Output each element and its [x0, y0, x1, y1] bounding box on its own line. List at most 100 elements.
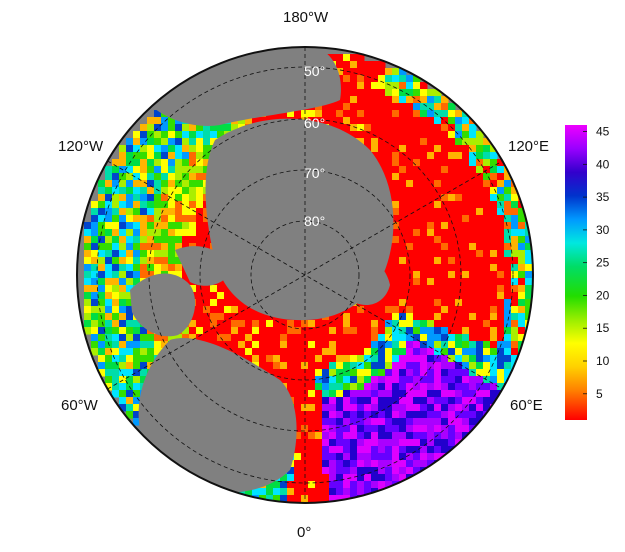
data-cell [427, 201, 435, 209]
data-cell [399, 201, 407, 209]
data-cell [280, 488, 288, 496]
data-cell [427, 159, 435, 167]
data-cell [259, 327, 267, 335]
data-cell [371, 138, 379, 146]
data-cell [476, 208, 484, 216]
data-cell [434, 187, 442, 195]
data-cell [252, 327, 260, 335]
data-cell [231, 299, 239, 307]
data-cell [371, 474, 379, 482]
data-cell [427, 215, 435, 223]
data-cell [497, 264, 505, 272]
data-cell [343, 362, 351, 370]
data-cell [413, 376, 421, 384]
data-cell [399, 124, 407, 132]
colorbar-tick-label: 20 [596, 288, 610, 302]
data-cell [371, 348, 379, 356]
longitude-label-0: 0° [297, 524, 311, 541]
data-cell [105, 320, 113, 328]
data-cell [196, 285, 204, 293]
data-cell [483, 229, 491, 237]
data-cell [441, 425, 449, 433]
data-cell [406, 138, 414, 146]
data-cell [350, 439, 358, 447]
data-cell [329, 446, 337, 454]
data-cell [448, 159, 456, 167]
data-cell [308, 432, 316, 440]
data-cell [350, 474, 358, 482]
data-cell [350, 327, 358, 335]
data-cell [308, 369, 316, 377]
data-cell [385, 376, 393, 384]
data-cell [497, 383, 505, 391]
data-cell [462, 152, 470, 160]
data-cell [315, 355, 323, 363]
data-cell [196, 313, 204, 321]
data-cell [112, 390, 120, 398]
data-cell [154, 201, 162, 209]
data-cell [112, 355, 120, 363]
data-cell [210, 334, 218, 342]
data-cell [336, 439, 344, 447]
data-cell [336, 418, 344, 426]
data-cell [483, 243, 491, 251]
data-cell [322, 488, 330, 496]
data-cell [280, 341, 288, 349]
data-cell [210, 285, 218, 293]
latitude-label-80: 80° [304, 213, 325, 229]
data-cell [378, 68, 386, 76]
data-cell [147, 229, 155, 237]
data-cell [413, 292, 421, 300]
data-cell [392, 453, 400, 461]
data-cell [427, 334, 435, 342]
data-cell [448, 222, 456, 230]
data-cell [182, 327, 190, 335]
data-cell [483, 341, 491, 349]
data-cell [525, 278, 533, 286]
data-cell [357, 306, 365, 314]
data-cell [231, 341, 239, 349]
data-cell [126, 376, 134, 384]
data-cell [406, 362, 414, 370]
data-cell [343, 383, 351, 391]
data-cell [476, 264, 484, 272]
data-cell [441, 348, 449, 356]
data-cell [434, 166, 442, 174]
data-cell [427, 369, 435, 377]
data-cell [406, 355, 414, 363]
data-cell [336, 383, 344, 391]
data-cell [441, 264, 449, 272]
data-cell [490, 390, 498, 398]
data-cell [399, 68, 407, 76]
data-cell [392, 418, 400, 426]
data-cell [406, 89, 414, 97]
data-cell [308, 362, 316, 370]
data-cell [378, 313, 386, 321]
data-cell [287, 495, 295, 503]
data-cell [518, 306, 526, 314]
data-cell [399, 215, 407, 223]
data-cell [224, 306, 232, 314]
data-cell [238, 327, 246, 335]
data-cell [434, 96, 442, 104]
data-cell [413, 327, 421, 335]
data-cell [119, 180, 127, 188]
data-cell [175, 152, 183, 160]
data-cell [147, 215, 155, 223]
data-cell [392, 215, 400, 223]
data-cell [392, 82, 400, 90]
data-cell [504, 250, 512, 258]
data-cell [357, 124, 365, 132]
data-cell [469, 369, 477, 377]
data-cell [518, 299, 526, 307]
data-cell [364, 96, 372, 104]
data-cell [385, 418, 393, 426]
data-cell [266, 320, 274, 328]
data-cell [441, 236, 449, 244]
data-cell [490, 313, 498, 321]
data-cell [406, 404, 414, 412]
data-cell [196, 236, 204, 244]
data-cell [336, 369, 344, 377]
data-cell [105, 334, 113, 342]
data-cell [126, 229, 134, 237]
